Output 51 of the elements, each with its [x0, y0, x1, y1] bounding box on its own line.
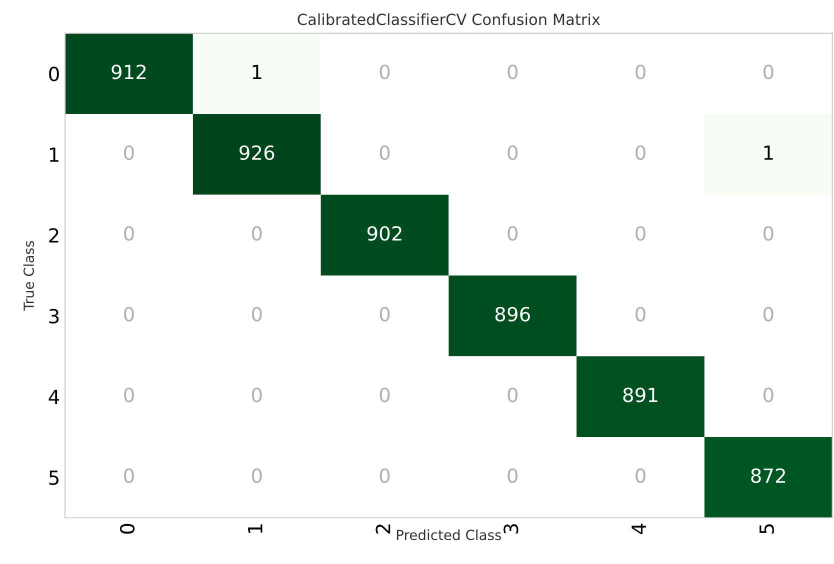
x-tick-label: 5 [760, 524, 774, 534]
data-label: 0 [508, 388, 518, 402]
data-label: 0 [763, 64, 774, 80]
x-tick-label: 0 [120, 524, 135, 534]
data-label: 872 [751, 468, 785, 484]
data-label: 896 [495, 306, 530, 322]
data-label: 0 [763, 226, 774, 241]
data-label: 0 [380, 388, 390, 402]
x-axis-title: Predicted Class [396, 529, 502, 540]
x-tick-label: 1 [248, 524, 262, 533]
y-tick-label: 0 [49, 66, 59, 82]
data-label: 0 [763, 388, 774, 402]
data-label: 891 [623, 388, 658, 402]
data-label: 0 [252, 388, 262, 402]
x-tick-label: 4 [632, 524, 646, 534]
data-label: 0 [124, 388, 134, 402]
data-label: 0 [124, 306, 134, 322]
data-label: 1 [764, 146, 773, 160]
data-label: 0 [763, 306, 774, 322]
chart-title: CalibratedClassifierCV Confusion Matrix [298, 13, 600, 26]
data-label: 0 [124, 226, 134, 241]
data-label: 0 [380, 64, 390, 80]
y-tick-label: 3 [49, 308, 59, 324]
data-label: 1 [252, 64, 262, 80]
data-label: 926 [240, 145, 274, 160]
data-label: 902 [367, 226, 402, 241]
data-label: 0 [508, 145, 518, 160]
data-label: 0 [508, 468, 518, 484]
y-tick-label: 2 [49, 228, 58, 243]
data-label: 912 [112, 64, 146, 80]
data-label: 0 [252, 468, 262, 484]
data-label: 0 [124, 145, 134, 160]
data-label: 0 [636, 306, 646, 322]
y-tick-label: 5 [49, 470, 58, 486]
x-tick-label: 2 [376, 524, 390, 534]
data-label: 0 [380, 468, 390, 484]
data-label: 0 [508, 64, 518, 80]
data-label: 0 [252, 226, 262, 241]
y-tick-label: 1 [50, 148, 58, 162]
data-label: 0 [508, 226, 518, 241]
data-label: 0 [380, 306, 390, 322]
data-label: 0 [636, 226, 646, 241]
data-label: 0 [252, 306, 262, 322]
data-label: 0 [636, 145, 646, 160]
x-tick-label: 3 [504, 524, 518, 534]
data-label: 0 [380, 145, 390, 160]
y-axis-title: True Class [23, 240, 34, 311]
y-tick-label: 4 [48, 390, 60, 404]
data-label: 0 [636, 64, 646, 80]
data-label: 0 [124, 468, 134, 484]
data-label: 0 [636, 468, 646, 484]
